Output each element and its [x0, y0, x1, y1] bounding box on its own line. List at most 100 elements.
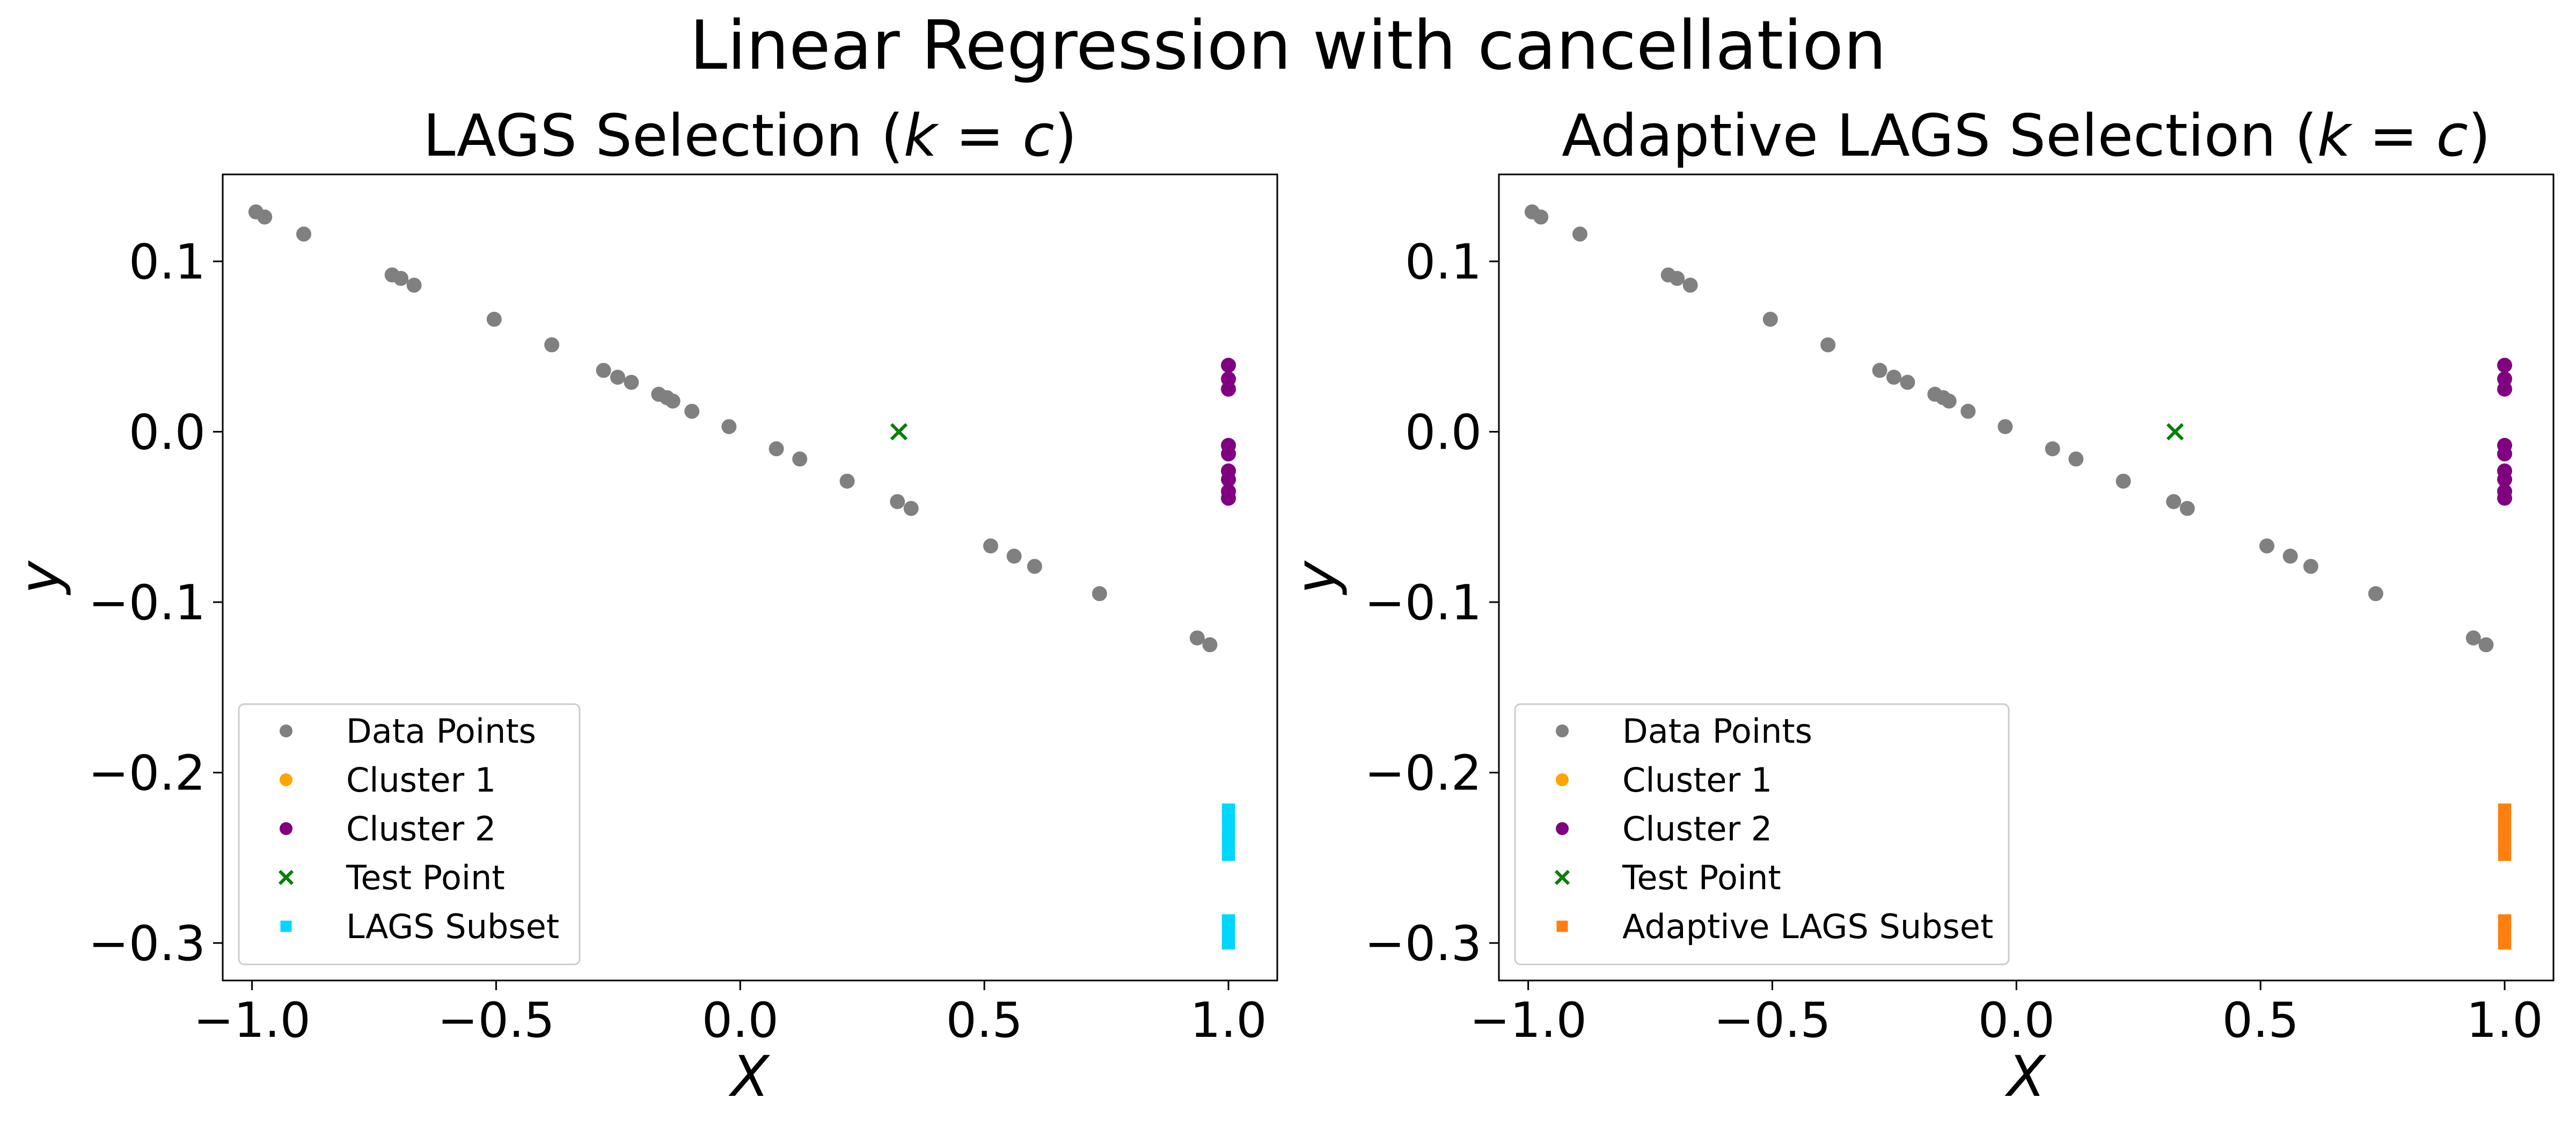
chart-2-plot-frame [1498, 173, 2555, 982]
chart-1-point-cluster-2 [1221, 382, 1236, 397]
chart-2-legend-marker-test-point [1554, 869, 1570, 885]
chart-2-y-tick-label: 0.0 [1405, 404, 1482, 460]
chart-2-point-cluster-2 [2497, 472, 2513, 487]
chart-2-legend-label: Adaptive LAGS Subset [1622, 907, 1993, 946]
chart-2-point-data-points [1941, 393, 1957, 409]
chart-1-legend-item-cluster-2: Cluster 2 [280, 809, 496, 848]
chart-1-point-data-points [610, 369, 625, 385]
chart-1-legend-item-cluster-1: Cluster 1 [280, 760, 496, 800]
chart-1-point-data-points [721, 419, 737, 434]
chart-2-x-tick-label: −1.0 [1469, 992, 1587, 1049]
chart-1-point-cluster-2 [1221, 491, 1236, 506]
chart-1-legend-label: LAGS Subset [346, 907, 559, 946]
chart-2-point-data-points [2282, 548, 2298, 564]
chart-2-point-data-points [2303, 559, 2318, 574]
chart-2-y-tick-label: 0.1 [1405, 234, 1482, 290]
chart-1-point-lags-subset [1221, 836, 1235, 850]
chart-1-point-data-points [624, 375, 639, 390]
chart-2-legend-item-data-points: Data Points [1556, 712, 1812, 751]
chart-1-x-tick-label: 0.0 [702, 992, 779, 1049]
chart-1-point-data-points [257, 209, 273, 225]
chart-1-legend-label: Cluster 1 [346, 760, 496, 800]
chart-1-point-data-points [903, 501, 919, 516]
chart-2-legend-label: Data Points [1622, 712, 1812, 751]
chart-2-points [1524, 204, 2513, 950]
chart-1-point-data-points [406, 277, 422, 293]
chart-2-x-tick-label: 1.0 [2466, 992, 2543, 1049]
chart-1-point-data-points [1202, 637, 1218, 653]
chart-2-point-data-points [1820, 337, 1836, 353]
chart-1-point-cluster-2 [1221, 472, 1236, 487]
chart-1-legend-item-test-point: Test Point [278, 858, 505, 897]
chart-1-point-data-points [486, 311, 502, 327]
chart-1-point-data-points [1006, 548, 1022, 564]
chart-2-legend-item-cluster-2: Cluster 2 [1556, 809, 1772, 848]
chart-2-point-data-points [2045, 441, 2060, 457]
chart-1-point-data-points [544, 337, 560, 353]
chart-1-legend-label: Data Points [346, 712, 536, 751]
figure-suptitle: Linear Regression with cancellation [690, 6, 1886, 85]
chart-1-point-lags-subset [1221, 924, 1235, 938]
chart-2-x-tick-label: −0.5 [1714, 992, 1831, 1049]
chart-1-legend-marker-lags-subset [280, 920, 292, 932]
chart-1-legend-item-lags-subset: LAGS Subset [280, 907, 559, 946]
chart-2-title-title-math-c: c [2436, 103, 2468, 170]
chart-1-point-cluster-2 [1221, 446, 1236, 462]
chart-2-legend-marker-cluster-2 [1556, 822, 1569, 835]
chart-2-point-cluster-2 [2497, 357, 2513, 373]
chart-1-y-tick-label: −0.2 [88, 745, 206, 802]
chart-2-legend-item-cluster-1: Cluster 1 [1556, 760, 1772, 800]
chart-2-title-title-math-k: k [2317, 103, 2353, 170]
chart-1-points [248, 204, 1236, 950]
chart-2-point-data-points [1572, 226, 1588, 242]
chart-2-point-adaptive-lags-subset [2498, 936, 2512, 950]
chart-1-legend-item-data-points: Data Points [280, 712, 536, 751]
chart-2-title-title-math-eq: = [2351, 103, 2436, 170]
chart-2-point-cluster-2 [2497, 446, 2513, 462]
chart-1-point-data-points [983, 538, 998, 554]
panels: LAGS Selection (k = c)−1.0 −0.5 0.0 0.5 1.00… [7, 103, 2555, 1109]
chart-2-point-data-points [1997, 419, 2013, 434]
chart-1-legend-marker-cluster-1 [280, 773, 292, 786]
chart-1-legend-label: Cluster 2 [346, 809, 496, 848]
chart-2-point-cluster-2 [2497, 382, 2513, 397]
chart-1-title-title-math-k: k [904, 103, 940, 170]
chart-1: LAGS Selection (k = c) −1.0 −0.5 0.0 0.5 1.0 0… [7, 103, 1278, 1109]
chart-2-x-tick-label: 0.5 [2222, 992, 2299, 1049]
chart-1-x-tick-label: 0.5 [946, 992, 1023, 1049]
chart-1-point-lags-subset [1221, 847, 1235, 861]
chart-1-y-tick-label: −0.3 [88, 916, 206, 972]
chart-2-point-data-points [2259, 538, 2274, 554]
chart-1-title-title-suffix: ) [1055, 103, 1077, 170]
chart-2-point-data-points [2068, 451, 2084, 467]
chart-1-point-data-points [665, 393, 680, 409]
chart-2-point-data-points [2465, 630, 2481, 646]
chart-1-title-title-prefix: LAGS Selection ( [423, 103, 903, 170]
chart-2-y-axis-label: y [1283, 560, 1349, 596]
chart-2-point-data-points [1886, 369, 1901, 385]
chart-2-point-data-points [1872, 363, 1887, 378]
chart-1-y-axis-label: y [7, 560, 72, 596]
chart-1-point-data-points [393, 270, 409, 286]
chart-2-y-tick-label: −0.3 [1364, 916, 1482, 972]
chart-2-point-data-points [1900, 375, 1915, 390]
chart-2-legend-label: Test Point [1622, 858, 1781, 897]
chart-1-point-lags-subset [1221, 936, 1235, 950]
chart-1-y-tick-label: 0.0 [129, 404, 206, 460]
chart-2-point-data-points [1533, 209, 1549, 225]
chart-1-point-data-points [839, 473, 855, 489]
chart-2-y-tick-label: −0.1 [1364, 575, 1482, 631]
chart-2-legend-marker-data-points [1556, 724, 1569, 737]
chart-1-point-test-point [890, 423, 908, 441]
chart-1-legend-marker-cluster-2 [280, 822, 292, 835]
chart-2-legend-marker-cluster-1 [1556, 773, 1569, 786]
chart-2-y-tick-label: −0.2 [1364, 745, 1482, 802]
chart-1-point-data-points [684, 404, 700, 419]
chart-1-point-data-points [596, 363, 611, 378]
chart-1-point-data-points [1189, 630, 1205, 646]
chart-1-y-tick-label: −0.1 [88, 575, 206, 631]
chart-2-x-axis-label: X [2004, 1044, 2047, 1109]
chart-1-legend-frame [238, 703, 581, 965]
chart-1-plot-frame [222, 173, 1278, 982]
chart-2-x-tick-label: 0.0 [1978, 992, 2055, 1049]
